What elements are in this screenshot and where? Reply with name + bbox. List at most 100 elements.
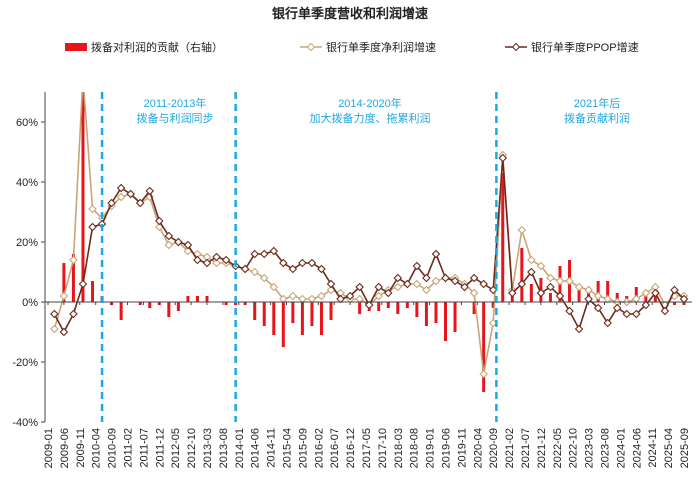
marker: [250, 249, 259, 259]
bar: [329, 302, 333, 320]
marker: [546, 273, 555, 283]
legend-swatch: [65, 43, 87, 51]
marker: [508, 288, 517, 298]
marker: [59, 291, 69, 301]
bar: [243, 302, 247, 305]
marker: [269, 246, 279, 256]
x-tick-label: 2025-09: [679, 428, 691, 468]
x-tick-label: 2014-11: [266, 428, 278, 468]
marker: [307, 294, 317, 304]
marker: [555, 276, 565, 286]
y-tick-label: -20%: [12, 357, 38, 369]
annotation: 拨备与利润同步: [137, 111, 214, 125]
bar: [596, 281, 600, 302]
x-tick-label: 2017-05: [361, 428, 373, 468]
bar: [148, 302, 152, 308]
x-tick-label: 2009-06: [59, 428, 71, 468]
x-tick-label: 2018-03: [393, 428, 405, 468]
x-tick-label: 2012-05: [170, 428, 182, 468]
x-tick-label: 2016-12: [345, 428, 357, 468]
bar: [224, 302, 228, 305]
x-tick-label: 2017-10: [377, 428, 389, 468]
marker: [431, 276, 441, 286]
marker: [479, 369, 488, 379]
annotation: 2021年后: [574, 96, 620, 110]
marker: [107, 198, 116, 208]
x-tick-label: 2011-07: [138, 428, 150, 468]
x-tick-label: 2024-01: [615, 428, 627, 468]
marker: [422, 285, 431, 295]
marker: [393, 273, 403, 283]
x-tick-label: 2024-06: [631, 428, 643, 468]
marker: [69, 255, 78, 265]
x-tick-label: 2019-06: [441, 428, 453, 468]
bar: [529, 284, 533, 302]
bar: [358, 302, 362, 314]
bar: [386, 302, 390, 308]
bar: [310, 302, 314, 326]
y-tick-label: 0%: [22, 297, 38, 309]
bar: [501, 173, 505, 302]
marker: [317, 291, 326, 301]
marker: [288, 264, 298, 274]
y-tick-label: 60%: [16, 117, 38, 129]
marker: [393, 282, 403, 292]
marker: [527, 255, 536, 265]
x-tick-label: 2025-04: [663, 428, 675, 468]
marker: [555, 291, 565, 301]
marker: [88, 204, 97, 214]
bar: [634, 287, 638, 302]
bar: [453, 302, 457, 332]
marker: [221, 255, 231, 265]
bar: [672, 302, 676, 305]
x-tick-label: 2024-11: [647, 428, 659, 468]
bar: [405, 302, 409, 308]
x-tick-label: 2014-01: [234, 428, 246, 468]
annotation: 加大拨备力度、拖累利润: [310, 111, 431, 125]
marker: [345, 291, 355, 301]
bar: [81, 92, 85, 302]
marker: [126, 189, 135, 199]
marker: [69, 309, 78, 319]
marker: [78, 279, 88, 289]
marker: [574, 282, 584, 292]
marker: [527, 267, 536, 277]
y-tick-label: -40%: [12, 417, 38, 429]
marker: [632, 309, 641, 319]
y-tick-label: 20%: [16, 237, 38, 249]
marker: [565, 276, 574, 286]
bar: [415, 302, 419, 317]
marker: [145, 186, 155, 196]
marker: [250, 267, 259, 277]
annotation: 拨备贡献利润: [564, 111, 630, 125]
marker: [155, 216, 164, 226]
marker: [374, 291, 383, 301]
legend-marker: [511, 42, 521, 52]
marker: [584, 285, 593, 295]
bar: [434, 302, 438, 323]
x-tick-label: 2019-01: [425, 428, 437, 468]
bar: [195, 296, 199, 302]
marker: [670, 285, 679, 295]
x-tick-label: 2010-04: [91, 428, 103, 468]
x-tick-label: 2022-10: [568, 428, 580, 468]
marker: [403, 279, 412, 289]
x-tick-label: 2011-02: [123, 428, 135, 468]
marker: [88, 222, 97, 232]
marker: [651, 288, 660, 298]
marker: [479, 279, 488, 289]
legend-label: 拨备对利润的贡献（右轴）: [91, 40, 223, 54]
annotation: 2014-2020年: [338, 96, 402, 110]
annotation: 2011-2013年: [144, 96, 207, 110]
marker: [59, 327, 69, 337]
bar: [548, 293, 552, 302]
marker: [202, 258, 212, 268]
marker: [593, 303, 603, 313]
bar: [119, 302, 123, 320]
marker: [603, 318, 612, 328]
x-tick-label: 2020-09: [488, 428, 500, 468]
x-tick-label: 2022-05: [552, 428, 564, 468]
x-tick-label: 2013-03: [202, 428, 214, 468]
bar: [291, 302, 295, 323]
